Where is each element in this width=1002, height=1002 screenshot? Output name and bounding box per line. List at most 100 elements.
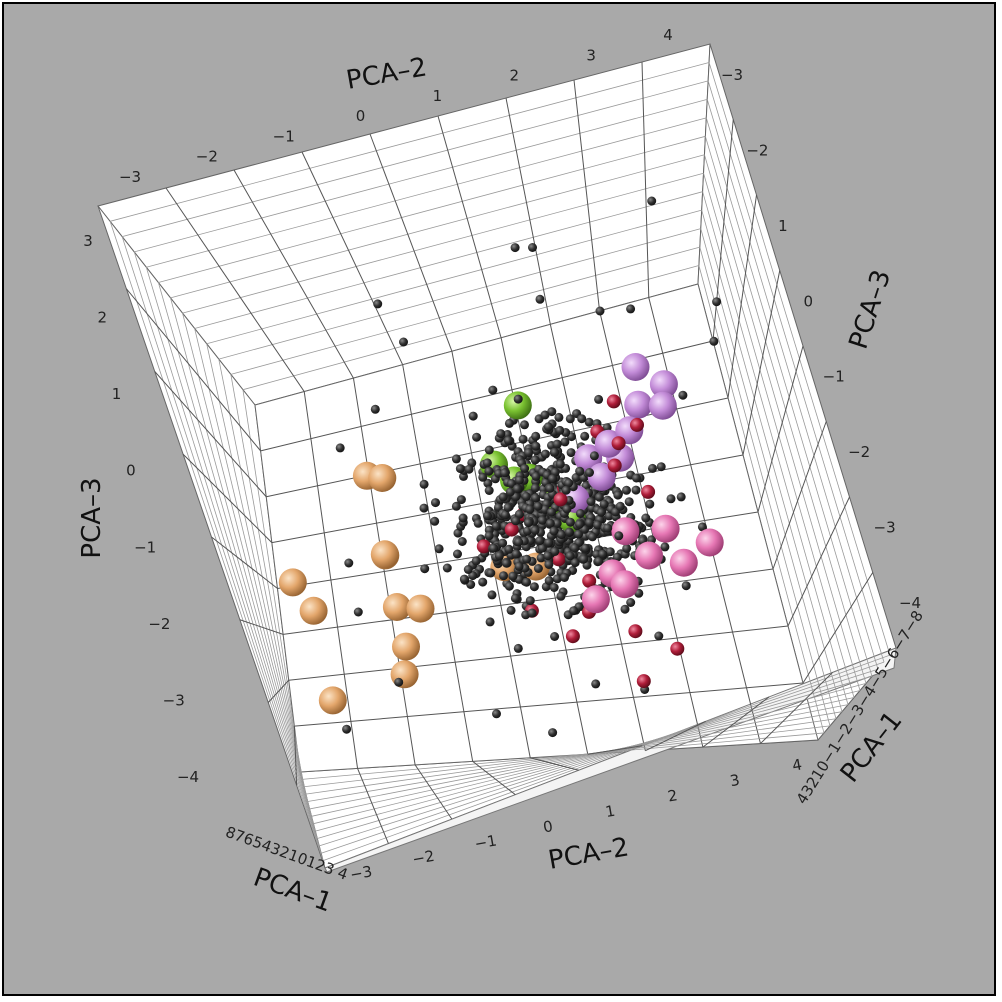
- series-0-point[interactable]: [520, 420, 529, 430]
- series-3-point[interactable]: [624, 390, 653, 419]
- series-0-point[interactable]: [483, 511, 492, 521]
- series-0-point[interactable]: [342, 724, 352, 734]
- scatter-points[interactable]: [278, 196, 724, 738]
- series-0-point[interactable]: [697, 522, 707, 532]
- series-0-point[interactable]: [451, 501, 461, 511]
- series-3-point[interactable]: [594, 429, 623, 458]
- series-0-point[interactable]: [543, 422, 553, 432]
- series-0-point[interactable]: [641, 513, 651, 523]
- series-0-point[interactable]: [575, 519, 584, 529]
- series-0-point[interactable]: [580, 431, 590, 441]
- series-0-point[interactable]: [489, 543, 499, 553]
- series-0-point[interactable]: [615, 501, 625, 511]
- series-0-point[interactable]: [564, 527, 574, 537]
- series-1-point[interactable]: [504, 522, 519, 537]
- series-0-point[interactable]: [484, 531, 494, 541]
- series-0-point[interactable]: [666, 494, 676, 504]
- series-0-point[interactable]: [524, 448, 534, 458]
- series-0-point[interactable]: [483, 478, 493, 488]
- series-0-point[interactable]: [507, 479, 516, 489]
- series-0-point[interactable]: [531, 471, 541, 481]
- series-0-point[interactable]: [530, 483, 540, 493]
- series-0-point[interactable]: [556, 591, 566, 601]
- series-0-point[interactable]: [579, 554, 589, 564]
- series-0-point[interactable]: [540, 449, 550, 459]
- series-0-point[interactable]: [373, 299, 383, 309]
- series-3-point[interactable]: [621, 353, 650, 381]
- series-0-point[interactable]: [599, 499, 609, 509]
- series-0-point[interactable]: [614, 531, 624, 541]
- series-0-point[interactable]: [712, 297, 722, 307]
- series-0-point[interactable]: [528, 243, 537, 252]
- series-5-point[interactable]: [318, 686, 347, 715]
- series-0-point[interactable]: [458, 513, 468, 523]
- series-0-point[interactable]: [631, 473, 641, 483]
- series-1-point[interactable]: [628, 624, 643, 639]
- series-0-point[interactable]: [552, 519, 562, 528]
- series-0-point[interactable]: [531, 493, 541, 503]
- series-1-point[interactable]: [630, 417, 644, 432]
- series-0-point[interactable]: [522, 577, 532, 587]
- series-0-point[interactable]: [530, 455, 540, 465]
- series-0-point[interactable]: [588, 532, 597, 542]
- series-5-point[interactable]: [299, 596, 328, 625]
- series-0-point[interactable]: [645, 499, 655, 509]
- series-0-point[interactable]: [556, 530, 566, 540]
- series-0-point[interactable]: [518, 434, 528, 444]
- series-0-point[interactable]: [569, 606, 579, 616]
- series-3-point[interactable]: [649, 370, 678, 399]
- series-0-point[interactable]: [678, 390, 688, 400]
- series-0-point[interactable]: [499, 571, 508, 581]
- series-0-point[interactable]: [530, 525, 540, 535]
- series-0-point[interactable]: [430, 516, 440, 526]
- series-0-point[interactable]: [531, 431, 541, 441]
- series-0-point[interactable]: [535, 294, 545, 304]
- series-1-point[interactable]: [641, 484, 656, 499]
- series-5-point[interactable]: [368, 464, 397, 492]
- series-0-point[interactable]: [594, 556, 604, 566]
- series-4-point[interactable]: [610, 570, 639, 599]
- series-0-point[interactable]: [591, 679, 601, 689]
- series-4-point[interactable]: [611, 517, 640, 546]
- series-0-point[interactable]: [544, 560, 554, 569]
- series-0-point[interactable]: [484, 466, 494, 476]
- series-0-point[interactable]: [514, 475, 524, 485]
- series-0-point[interactable]: [463, 565, 473, 574]
- series-0-point[interactable]: [570, 558, 580, 568]
- series-0-point[interactable]: [565, 551, 575, 561]
- series-0-point[interactable]: [547, 407, 557, 417]
- series-0-point[interactable]: [431, 498, 440, 508]
- series-0-point[interactable]: [545, 518, 555, 528]
- series-0-point[interactable]: [585, 468, 594, 477]
- series-0-point[interactable]: [457, 537, 467, 546]
- series-0-point[interactable]: [344, 558, 354, 568]
- series-1-point[interactable]: [670, 641, 685, 656]
- series-0-point[interactable]: [613, 490, 623, 500]
- series-0-point[interactable]: [537, 515, 547, 525]
- series-0-point[interactable]: [487, 590, 497, 600]
- series-0-point[interactable]: [681, 581, 691, 591]
- series-0-point[interactable]: [513, 394, 523, 404]
- series-0-point[interactable]: [335, 443, 345, 453]
- series-0-point[interactable]: [533, 501, 543, 511]
- series-0-point[interactable]: [525, 596, 535, 606]
- series-0-point[interactable]: [555, 425, 565, 435]
- series-0-point[interactable]: [593, 520, 602, 530]
- series-0-point[interactable]: [622, 543, 632, 553]
- series-1-point[interactable]: [606, 394, 621, 409]
- series-4-point[interactable]: [669, 548, 698, 577]
- series-0-point[interactable]: [494, 551, 504, 561]
- series-0-point[interactable]: [570, 543, 580, 553]
- series-0-point[interactable]: [353, 607, 363, 617]
- series-0-point[interactable]: [468, 411, 478, 421]
- series-0-point[interactable]: [676, 492, 686, 502]
- series-0-point[interactable]: [552, 574, 562, 584]
- series-0-point[interactable]: [561, 485, 571, 495]
- series-0-point[interactable]: [560, 437, 570, 447]
- series-0-point[interactable]: [498, 538, 508, 548]
- series-0-point[interactable]: [472, 432, 482, 442]
- series-0-point[interactable]: [589, 451, 599, 461]
- series-1-point[interactable]: [636, 674, 651, 689]
- series-0-point[interactable]: [656, 462, 666, 472]
- series-0-point[interactable]: [594, 492, 604, 502]
